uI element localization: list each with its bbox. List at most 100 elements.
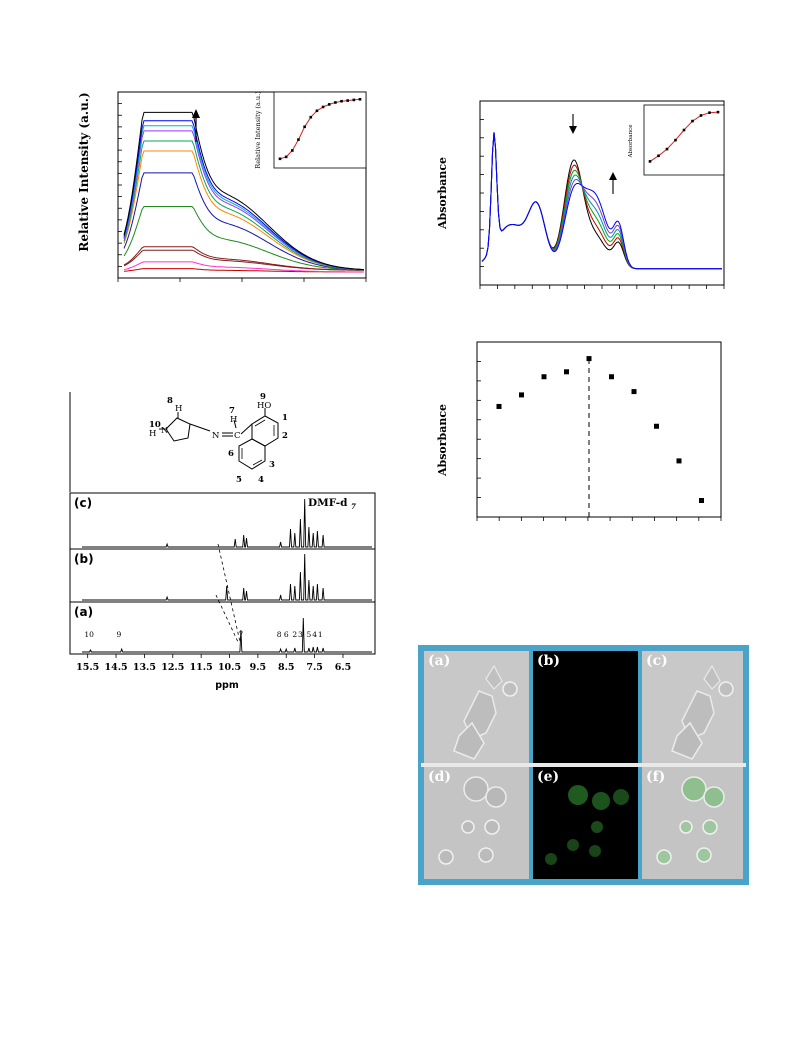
absorbance-inset-point xyxy=(648,160,652,163)
nmr-peak-label: 5 xyxy=(307,630,312,639)
nmr-panel-label-a: (a) xyxy=(74,605,93,619)
absorbance-inset-point xyxy=(691,119,694,123)
nmr-figure: 8 H 10 H N N 7 H C 9 HO 1 2 3 4 5 6 (c) … xyxy=(60,390,385,691)
nmr-peak-label: 8 xyxy=(277,630,282,639)
nmr-x-axis: 15.5 14.5 13.5 12.5 11.5 10.5 9.5 8.5 7.5 6.5 xyxy=(76,654,351,673)
nmr-peak-labels: 10 9 7 8 6 2 3 5 4 1 xyxy=(84,630,322,639)
nmr-panel-b-frame xyxy=(69,548,376,603)
cell-image-a: (a) xyxy=(424,651,529,763)
chemical-structure xyxy=(159,408,279,470)
decrease-arrow xyxy=(569,114,577,134)
atom-N-10: N xyxy=(161,426,169,436)
job-plot-point xyxy=(654,423,659,429)
atom-N-imine: N xyxy=(212,431,220,441)
job-plot-point xyxy=(609,374,614,380)
nmr-chart: 8 H 10 H N N 7 H C 9 HO 1 2 3 4 5 6 (c) … xyxy=(69,392,376,691)
nmr-spectrum-trace-a xyxy=(82,617,372,653)
nmr-x-tick-label: 11.5 xyxy=(190,662,213,673)
cell-image-b: (b) xyxy=(533,651,638,763)
fluorescence-series-12 xyxy=(123,111,365,271)
increase-arrow xyxy=(192,109,200,142)
cell-divider-horizontal xyxy=(421,763,746,767)
cell-image-f-drawing xyxy=(642,767,743,879)
job-plot-y-axis-label: Absorbance xyxy=(436,404,449,477)
absorbance-inset-point xyxy=(716,110,720,114)
cell-label-d: (d) xyxy=(428,769,452,785)
cell-image-c-drawing xyxy=(642,651,743,763)
absorbance-y-axis-label: Absorbance xyxy=(436,157,449,230)
fluorescence-series-2 xyxy=(123,261,365,273)
fluorescence-inset-point xyxy=(297,138,300,141)
cell-image-d-drawing xyxy=(424,767,529,879)
cell-image-c: (c) xyxy=(642,651,743,763)
nmr-peak-label: 10 xyxy=(84,630,94,639)
absorbance-inset-point xyxy=(674,138,677,142)
fluorescence-inset-y-label: Relative Intensity (a.u.) xyxy=(254,91,262,169)
job-plot-point xyxy=(541,374,547,380)
nmr-x-tick-label: 7.5 xyxy=(306,662,323,673)
absorbance-inset-point xyxy=(708,111,711,114)
job-plot-figure: Absorbance xyxy=(432,335,732,530)
peak-shift-dashed-lines xyxy=(215,543,241,643)
fluorescence-series-5 xyxy=(123,206,364,271)
cell-image-a-drawing xyxy=(424,651,529,763)
fluorescence-inset-frame xyxy=(273,91,367,169)
label-atom-2: 2 xyxy=(282,431,288,441)
absorbance-axis-ticks xyxy=(479,118,725,289)
job-plot-axis-ticks xyxy=(476,361,722,521)
label-atom-10: 10 xyxy=(149,420,161,430)
nmr-x-tick-label: 9.5 xyxy=(250,662,267,673)
fluorescence-inset-point xyxy=(346,99,349,102)
cell-image-d: (d) xyxy=(424,767,529,879)
nmr-panel-label-b: (b) xyxy=(74,552,94,566)
fluorescence-inset-point xyxy=(352,98,356,102)
nmr-peak-label: 3 xyxy=(298,630,303,639)
nmr-x-tick-label: 6.5 xyxy=(335,662,352,673)
fluorescence-axis-ticks xyxy=(117,103,367,282)
cell-label-e: (e) xyxy=(537,769,560,785)
fluorescence-inset-point xyxy=(284,155,288,159)
atom-H-8: H xyxy=(175,404,182,414)
job-plot-point xyxy=(586,356,592,362)
solvent-subscript: 7 xyxy=(351,502,356,511)
nmr-x-tick-label: 14.5 xyxy=(104,662,127,673)
job-plot-point xyxy=(631,389,637,395)
absorbance-inset-frame xyxy=(643,104,725,176)
atom-HO: HO xyxy=(257,401,271,411)
fluorescence-y-axis-label: Relative Intensity (a.u.) xyxy=(77,92,91,251)
job-plot-point xyxy=(676,458,682,464)
fluorescence-inset-point xyxy=(340,99,343,103)
nmr-spectrum-trace-c xyxy=(82,498,372,548)
cell-image-e: (e) xyxy=(533,767,638,879)
job-plot-point xyxy=(496,403,502,409)
nmr-x-tick-label: 15.5 xyxy=(76,662,99,673)
absorbance-curves xyxy=(481,132,722,270)
nmr-x-tick-label: 8.5 xyxy=(278,662,295,673)
absorbance-inset-plot xyxy=(648,110,720,163)
nmr-panel-label-c: (c) xyxy=(74,496,92,510)
label-atom-4: 4 xyxy=(258,475,264,485)
fluorescence-inset-point xyxy=(327,103,331,106)
label-atom-5: 5 xyxy=(236,475,242,485)
fluorescence-inset-point xyxy=(303,125,306,129)
absorbance-inset-y-label: Absorbance xyxy=(628,125,634,159)
fluorescence-inset-point xyxy=(309,115,313,119)
nmr-peak-label: 1 xyxy=(318,630,323,639)
absorbance-chart: Absorbance Absorbance xyxy=(436,100,725,289)
fluorescence-inset-point xyxy=(321,105,325,109)
nmr-x-tick-label: 10.5 xyxy=(218,662,241,673)
fluorescence-chart: Relative Intensity (a.u.) Relative Inten… xyxy=(77,91,367,282)
cell-label-f: (f) xyxy=(646,769,666,785)
fluorescence-inset-point xyxy=(291,149,294,152)
nmr-peak-label: 6 xyxy=(284,630,289,639)
fluorescence-series-4 xyxy=(123,246,364,271)
nmr-x-tick-label: 12.5 xyxy=(161,662,184,673)
absorbance-figure: Absorbance Absorbance xyxy=(432,95,732,295)
label-atom-6: 6 xyxy=(228,449,234,459)
nmr-x-axis-label: ppm xyxy=(215,680,239,690)
fluorescence-inset-point xyxy=(358,97,362,101)
cell-label-c: (c) xyxy=(646,653,668,669)
fluorescence-series-7 xyxy=(123,150,364,271)
atom-H-7: H xyxy=(230,415,237,425)
job-plot-point xyxy=(699,498,704,503)
